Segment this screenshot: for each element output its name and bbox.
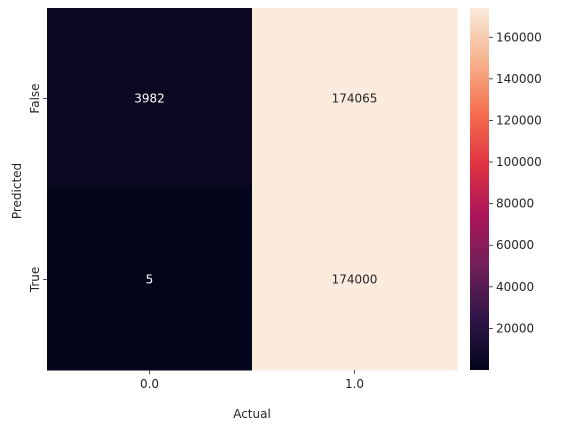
colorbar-tick-label: 80000 <box>496 197 534 211</box>
colorbar-tick-label: 140000 <box>496 72 542 86</box>
y-axis-label: Predicted <box>10 163 24 219</box>
x-tick-label: 1.0 <box>345 377 364 391</box>
heatmap-cell <box>252 189 458 371</box>
cell-value-label: 5 <box>146 273 154 287</box>
cell-value-label: 174065 <box>332 92 378 106</box>
cell-value-label: 174000 <box>332 273 378 287</box>
heatmap-cell <box>47 8 253 190</box>
y-axis: False True <box>28 83 47 293</box>
colorbar-tick-label: 40000 <box>496 280 534 294</box>
colorbar-tick-label: 120000 <box>496 113 542 127</box>
colorbar: 20000 40000 60000 80000 100000 120000 140000 16… <box>470 8 542 370</box>
y-tick-label: False <box>28 83 42 113</box>
heatmap-cell-labels: 3982 174065 5 174000 <box>134 92 377 287</box>
x-axis-label: Actual <box>233 407 271 421</box>
cell-value-label: 3982 <box>134 92 165 106</box>
heatmap-cells <box>47 8 458 371</box>
x-tick-label: 0.0 <box>140 377 159 391</box>
heatmap-cell <box>47 189 253 371</box>
colorbar-tick-label: 160000 <box>496 30 542 44</box>
x-axis: 0.0 1.0 <box>140 370 364 391</box>
colorbar-gradient <box>470 8 489 370</box>
y-tick-label: True <box>28 267 42 294</box>
heatmap-cell <box>252 8 458 190</box>
colorbar-tick-label: 20000 <box>496 321 534 335</box>
colorbar-tick-label: 100000 <box>496 155 542 169</box>
colorbar-tick-label: 60000 <box>496 238 534 252</box>
